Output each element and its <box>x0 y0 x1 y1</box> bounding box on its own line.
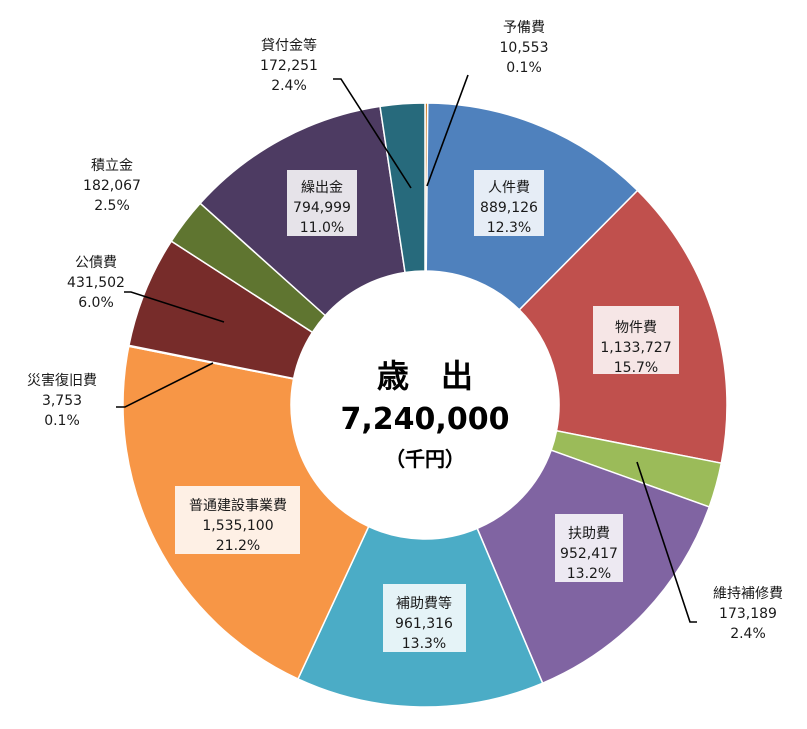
slice-percent: 2.4% <box>730 626 766 642</box>
slice-percent: 2.4% <box>271 78 307 94</box>
slice-label: 物件費 <box>615 320 657 336</box>
slice-label: 維持補修費 <box>713 586 783 602</box>
slice-value: 889,126 <box>480 200 538 216</box>
data-label-box <box>383 584 466 652</box>
data-label: 貸付金等 172,251 2.4% <box>260 37 318 94</box>
data-label: 普通建設事業費 1,535,100 21.2% <box>175 486 300 554</box>
data-label-box <box>474 170 544 236</box>
data-label: 扶助費 952,417 13.2% <box>555 514 623 582</box>
data-label: 災害復旧費 3,753 0.1% <box>27 372 97 429</box>
slice-label: 災害復旧費 <box>27 372 97 389</box>
leader-line <box>333 78 412 189</box>
slice-label: 公債費 <box>75 255 117 271</box>
data-label: 繰出金 794,999 11.0% <box>287 170 357 236</box>
slice-label: 補助費等 <box>396 595 452 612</box>
slice-percent: 11.0% <box>300 220 344 236</box>
data-label: 補助費等 961,316 13.3% <box>383 584 466 652</box>
slice-value: 794,999 <box>293 200 351 216</box>
slice-percent: 13.3% <box>402 636 446 652</box>
slice-percent: 0.1% <box>44 413 80 429</box>
slice-label: 人件費 <box>488 180 530 196</box>
data-label-box <box>287 170 357 236</box>
slice-value: 1,133,727 <box>600 340 671 356</box>
center-total: 7,240,000 <box>341 402 510 437</box>
slice-percent: 21.2% <box>216 538 260 554</box>
data-label: 予備費 10,553 0.1% <box>500 20 549 76</box>
data-labels-layer: 予備費 10,553 0.1% 人件費 889,126 12.3% 物件費 1,133,727… <box>27 20 783 652</box>
slice-value: 1,535,100 <box>202 518 273 534</box>
slice-percent: 2.5% <box>94 198 130 214</box>
slice-percent: 15.7% <box>614 360 658 376</box>
data-label-box <box>175 486 300 554</box>
data-label: 公債費 431,502 6.0% <box>67 255 125 311</box>
pie-slice <box>379 102 426 274</box>
slice-label: 貸付金等 <box>261 37 317 54</box>
data-label: 人件費 889,126 12.3% <box>474 170 544 236</box>
leader-line <box>426 74 469 187</box>
data-label-box <box>555 514 623 582</box>
data-label-box <box>593 306 679 374</box>
slice-label: 繰出金 <box>301 180 343 196</box>
slice-value: 431,502 <box>67 275 125 291</box>
slice-percent: 6.0% <box>78 295 114 311</box>
data-label: 維持補修費 173,189 2.4% <box>713 586 783 642</box>
slice-value: 961,316 <box>395 616 453 632</box>
center-title: 歳 出 <box>377 357 473 395</box>
center-unit: （千円） <box>385 447 465 471</box>
slice-percent: 13.2% <box>567 566 611 582</box>
data-label: 積立金 182,067 2.5% <box>83 158 141 214</box>
slice-value: 182,067 <box>83 178 141 194</box>
slice-value: 10,553 <box>500 40 549 56</box>
slice-value: 952,417 <box>560 546 618 562</box>
leader-line <box>124 291 225 323</box>
leader-line <box>636 461 697 623</box>
slice-percent: 12.3% <box>487 220 531 236</box>
leader-line <box>116 362 214 408</box>
slice-label: 予備費 <box>503 20 545 36</box>
slice-percent: 0.1% <box>506 60 542 76</box>
slice-label: 積立金 <box>91 158 133 174</box>
slice-value: 172,251 <box>260 58 318 74</box>
leader-lines-layer <box>116 74 697 623</box>
data-label: 物件費 1,133,727 15.7% <box>593 306 679 376</box>
center-label: 歳 出 7,240,000 （千円） <box>341 357 510 471</box>
slice-value: 3,753 <box>42 393 82 409</box>
slice-label: 扶助費 <box>568 526 610 542</box>
slice-label: 普通建設事業費 <box>189 498 287 514</box>
slice-value: 173,189 <box>719 606 777 622</box>
